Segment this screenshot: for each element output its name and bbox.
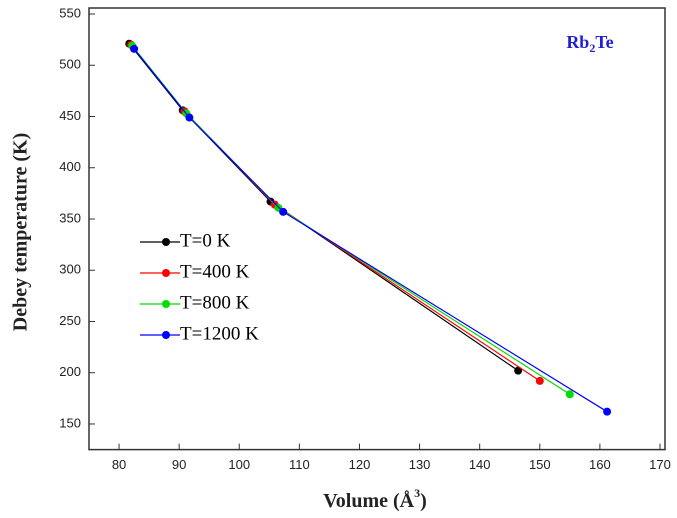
x-tick-label: 90 xyxy=(172,457,186,472)
annotation-part: Rb xyxy=(566,32,589,52)
x-tick-label: 120 xyxy=(349,457,371,472)
y-tick-label: 500 xyxy=(59,57,81,72)
legend-label: T=0 K xyxy=(180,230,231,251)
legend-label: T=400 K xyxy=(180,261,250,282)
data-point xyxy=(185,113,194,122)
y-tick-label: 450 xyxy=(59,108,81,123)
y-tick-label: 150 xyxy=(59,415,81,430)
y-tick-label: 200 xyxy=(59,364,81,379)
x-tick-label: 150 xyxy=(529,457,551,472)
x-tick-label: 170 xyxy=(649,457,671,472)
y-tick-label: 350 xyxy=(59,210,81,225)
annotation-sub: 2 xyxy=(589,41,595,55)
x-label-part: Volume (Å xyxy=(323,489,414,512)
x-tick-label: 100 xyxy=(228,457,250,472)
legend-label: T=1200 K xyxy=(180,323,259,344)
data-point xyxy=(130,44,139,53)
x-tick-label: 110 xyxy=(289,457,310,472)
legend-marker xyxy=(162,300,170,308)
y-tick-label: 400 xyxy=(59,159,81,174)
legend-label: T=800 K xyxy=(180,292,250,313)
legend-marker xyxy=(162,269,170,277)
x-label-part: ) xyxy=(420,490,427,512)
data-point xyxy=(603,407,612,416)
series-line xyxy=(128,43,519,372)
x-label-sup: 3 xyxy=(414,486,420,500)
y-tick-label: 250 xyxy=(59,313,81,328)
x-tick-label: 130 xyxy=(409,457,431,472)
legend-marker xyxy=(162,331,170,339)
x-tick-label: 160 xyxy=(589,457,611,472)
series-line xyxy=(133,48,608,413)
data-point xyxy=(279,207,288,216)
legend-marker xyxy=(162,238,170,246)
y-axis-label: Debey temperature (K) xyxy=(10,133,32,331)
plot-frame xyxy=(88,7,666,451)
y-tick-label: 550 xyxy=(59,5,81,20)
data-point xyxy=(565,390,574,399)
annotation: Rb2Te xyxy=(566,32,613,55)
y-tick-label: 300 xyxy=(59,262,81,277)
annotation-part: Te xyxy=(595,32,613,52)
x-tick-label: 140 xyxy=(469,457,491,472)
data-point xyxy=(514,366,523,375)
x-tick-label: 80 xyxy=(112,457,126,472)
data-point xyxy=(535,376,544,385)
x-axis-label: Volume (Å3) xyxy=(323,486,427,512)
